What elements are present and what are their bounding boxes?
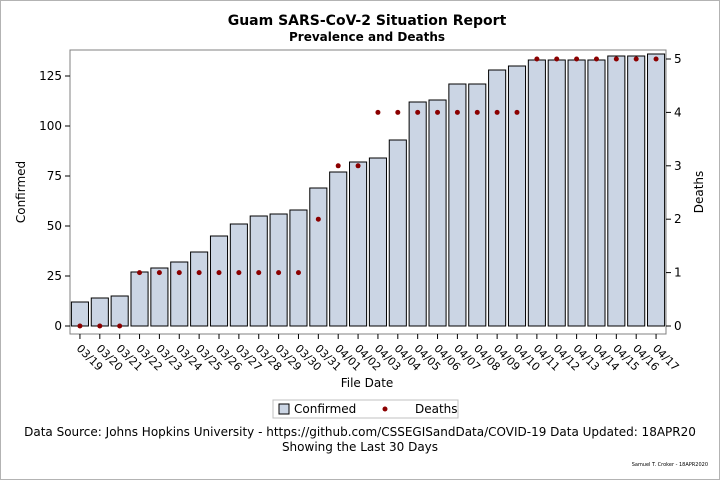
y2-axis-label: Deaths [692,171,706,214]
legend-swatch-confirmed [278,403,290,415]
y-axis-left: 0 25 50 75 100 125 [39,69,70,333]
death-point [613,56,619,62]
confirmed-bar [448,83,467,327]
death-point [633,56,639,62]
author-credit: Samuel T. Croker - 18APR2020 [631,462,708,468]
death-point [117,323,123,329]
confirmed-bar [269,213,288,327]
legend: Confirmed Deaths [272,399,459,419]
death-point [315,216,321,222]
y-tick-label: 100 [39,119,62,133]
death-point [97,323,103,329]
y-tick-label: 75 [47,169,62,183]
death-point [593,56,599,62]
death-point [554,56,560,62]
confirmed-bar [209,235,229,327]
death-point [355,163,361,169]
death-point [415,109,421,115]
death-point [375,109,381,115]
death-points [77,56,659,329]
confirmed-bars [70,53,666,327]
y-axis-label: Confirmed [14,161,28,223]
death-point [514,109,520,115]
confirmed-bar [110,295,129,327]
death-point [435,109,441,115]
death-point [653,56,659,62]
death-point [574,56,580,62]
confirmed-bar [468,83,487,327]
confirmed-bar [607,55,626,327]
plot-area [69,49,667,335]
death-point [494,109,500,115]
y2-tick-label: 0 [674,319,682,333]
confirmed-bar [507,65,527,327]
chart-subtitle: Prevalence and Deaths [289,30,445,44]
death-point [395,109,401,115]
death-point [474,109,480,115]
confirmed-bar [547,59,566,327]
y-tick-label: 125 [39,69,62,83]
death-point [534,56,540,62]
confirmed-bar [190,251,209,327]
death-point [176,270,182,276]
confirmed-bar [567,59,586,327]
death-point [295,270,301,276]
death-point [216,270,222,276]
death-point [256,270,262,276]
confirmed-bar [627,55,646,327]
y-axis-right: 0 1 2 3 4 5 [666,52,682,333]
legend-label-confirmed: Confirmed [294,402,356,416]
death-point [137,270,143,276]
legend-box [272,399,459,419]
confirmed-bar [647,53,666,327]
confirmed-bar [70,301,89,327]
confirmed-bar [368,157,387,327]
y-tick-label: 0 [54,319,62,333]
y2-tick-label: 3 [674,159,682,173]
confirmed-bar [90,297,109,327]
confirmed-bar [527,59,546,327]
x-axis: 03/1903/2003/2103/2203/2303/2403/2503/26… [74,334,682,374]
death-point [236,270,242,276]
legend-label-deaths: Deaths [415,402,458,416]
death-point [156,270,162,276]
y2-tick-label: 5 [674,52,682,66]
death-point [454,109,460,115]
period-note: Showing the Last 30 Days [281,440,439,454]
confirmed-bar [329,171,348,327]
confirmed-bar [428,99,447,327]
data-source-note: Data Source: Johns Hopkins University - … [24,425,696,439]
legend-marker-deaths [382,406,388,412]
confirmed-bar [150,267,169,327]
death-point [276,270,282,276]
confirmed-bar [170,261,189,327]
confirmed-bar [587,59,606,327]
y2-tick-label: 1 [674,266,682,280]
y-tick-label: 25 [47,269,62,283]
chart-title: Guam SARS-CoV-2 Situation Report [228,13,507,29]
y-tick-label: 50 [47,219,62,233]
y2-tick-label: 4 [674,105,682,119]
y2-tick-label: 2 [674,212,682,226]
death-point [77,323,83,329]
confirmed-bar [349,161,368,327]
confirmed-bar [309,187,328,327]
confirmed-bar [289,209,308,327]
confirmed-bar [388,139,407,327]
confirmed-bar [488,69,507,327]
confirmed-bar [408,101,427,327]
confirmed-bar [130,271,149,327]
death-point [335,163,341,169]
death-point [196,270,202,276]
x-axis-label: File Date [341,376,394,390]
